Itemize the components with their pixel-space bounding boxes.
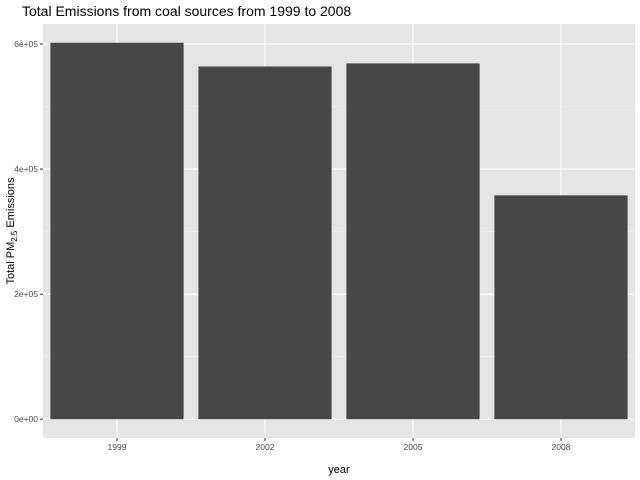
chart-title: Total Emissions from coal sources from 1…: [22, 3, 351, 19]
y-tick-label: 0e+00: [14, 414, 38, 424]
y-axis-ticks: 0e+00 2e+05 4e+05 6e+05: [14, 39, 43, 424]
x-axis-ticks: 1999 2002 2005 2008: [108, 438, 571, 452]
x-axis-title: year: [328, 464, 350, 476]
bar-1999: [50, 42, 184, 420]
y-tick-label: 6e+05: [14, 39, 38, 49]
x-tick-label: 2002: [256, 442, 275, 452]
y-axis-title-suffix: Emissions: [5, 177, 17, 231]
x-tick-label: 2005: [404, 442, 423, 452]
bar-2002: [198, 66, 332, 420]
x-tick-label: 1999: [108, 442, 127, 452]
y-tick-label: 4e+05: [14, 164, 38, 174]
bars: [50, 42, 628, 420]
x-tick-label: 2008: [552, 442, 571, 452]
y-tick-label: 2e+05: [14, 289, 38, 299]
y-axis-title: Total PM2.5 Emissions: [5, 177, 19, 285]
y-axis-title-main: Total PM: [5, 242, 17, 285]
bar-2005: [346, 63, 480, 420]
y-axis-title-subscript: 2.5: [10, 230, 19, 242]
bar-2008: [494, 195, 628, 420]
